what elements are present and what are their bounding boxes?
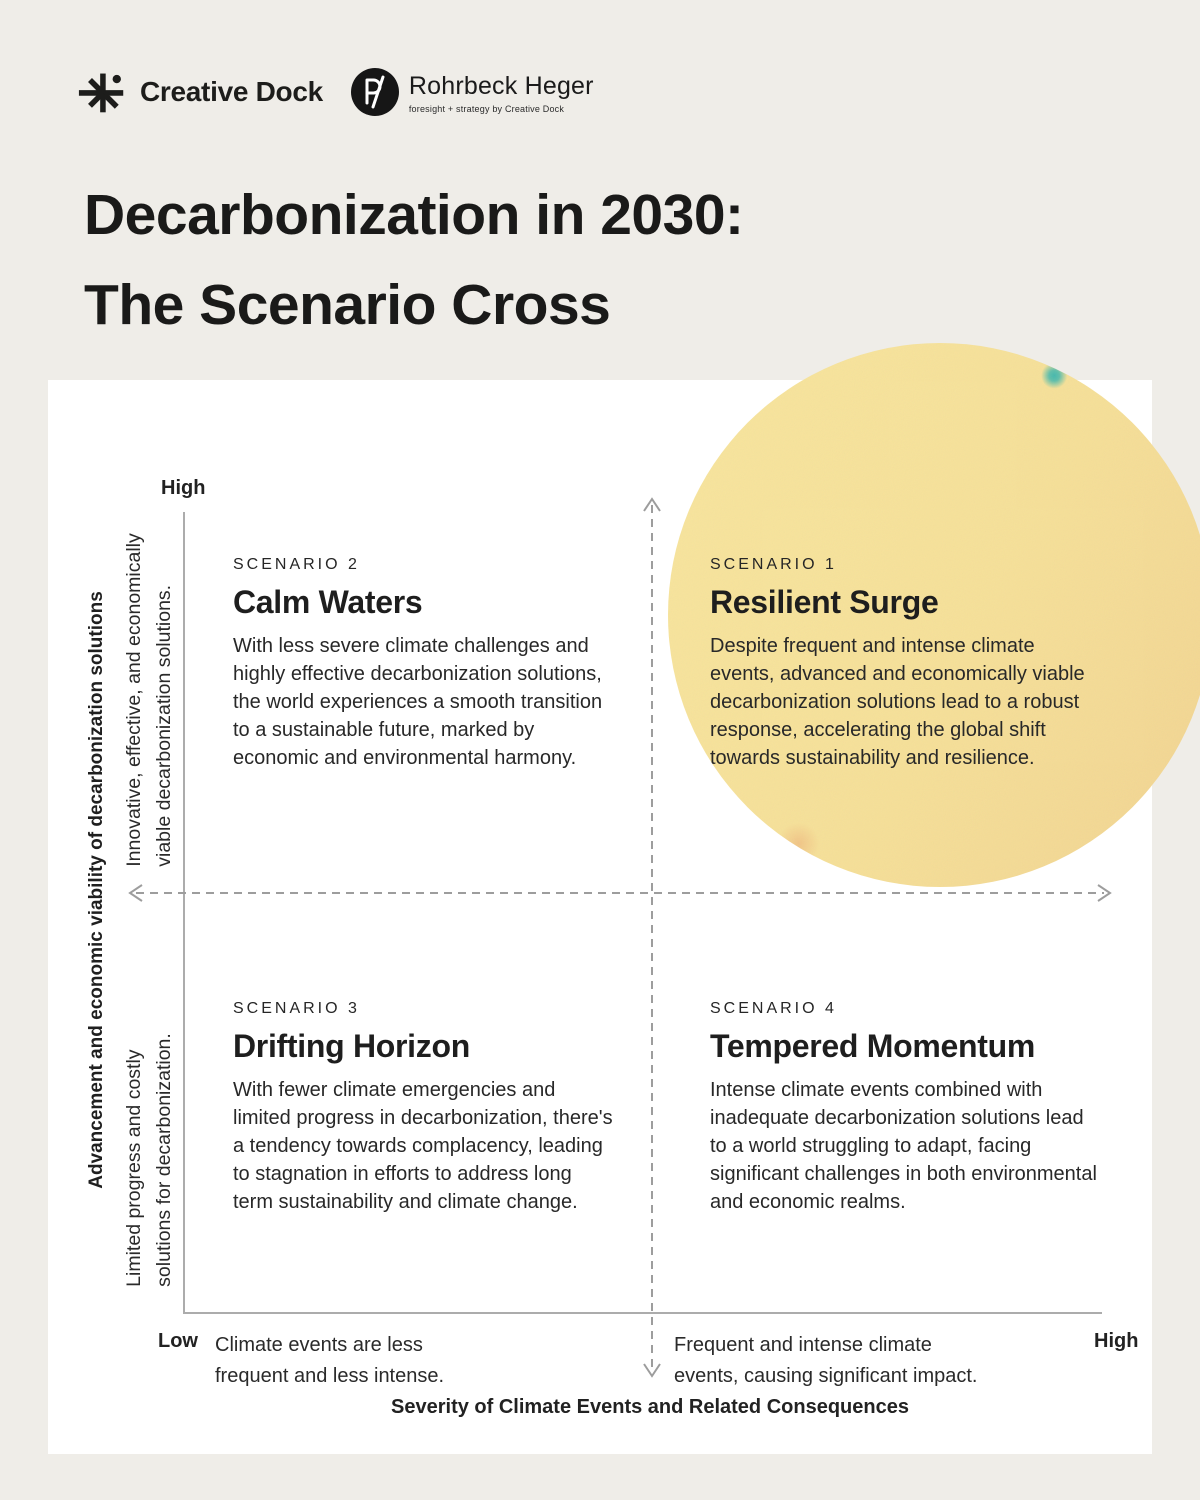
scenario-3-title: Drifting Horizon [233, 1028, 470, 1064]
y-axis-bottom-caption: Limited progress and costly solutions fo… [123, 1033, 175, 1287]
scenario-2-block: SCENARIO 2 Calm Waters With less severe … [233, 556, 653, 772]
scenario-1-body: Despite frequent and intense climate eve… [710, 635, 1085, 769]
asterisk-icon [78, 73, 124, 113]
page-title-line2: The Scenario Cross [84, 273, 611, 337]
page-title: Decarbonization in 2030: The Scenario Cr… [84, 170, 744, 350]
scenario-1-title: Resilient Surge [710, 584, 939, 620]
scenario-2-body: With less severe climate challenges and … [233, 635, 603, 769]
x-axis-right-caption: Frequent and intense climate events, cau… [674, 1334, 978, 1387]
rohrbeck-heger-wordmark: Rohrbeck Heger [408, 72, 594, 100]
scenario1-highlight-circle [668, 343, 1200, 887]
x-axis-left-caption: Climate events are less frequent and les… [215, 1334, 445, 1387]
y-axis-high-label: High [161, 477, 206, 499]
scenario-4-block: SCENARIO 4 Tempered Momentum Intense cli… [710, 1000, 1130, 1216]
rh-tagline: foresight + strategy by Creative Dock [408, 104, 565, 114]
scenario-4-tag: SCENARIO 4 [710, 1000, 837, 1017]
scenario-2-tag: SCENARIO 2 [233, 556, 360, 573]
scenario-2-title: Calm Waters [233, 584, 423, 620]
y-axis-top-caption: Innovative, effective, and economically … [123, 533, 175, 867]
scenario-3-body: With fewer climate emergencies and limit… [233, 1079, 613, 1213]
page-title-line1: Decarbonization in 2030: [84, 183, 744, 247]
grain-texture [668, 343, 1200, 887]
y-axis-label: Advancement and economic viability of de… [86, 591, 107, 1189]
scenario-4-body: Intense climate events combined with ina… [710, 1079, 1097, 1213]
rohrbeck-heger-logo: Rohrbeck Heger foresight + strategy by C… [350, 68, 594, 116]
rh-monogram-icon [350, 68, 399, 116]
scenario-1-tag: SCENARIO 1 [710, 556, 837, 573]
rh-text: Rohrbeck Heger foresight + strategy by C… [409, 68, 594, 114]
x-axis-high-label: High [1094, 1330, 1139, 1352]
x-axis-label: Severity of Climate Events and Related C… [391, 1396, 909, 1418]
creative-dock-logo: Creative Dock [78, 68, 323, 116]
creative-dock-wordmark: Creative Dock [140, 76, 323, 107]
header: Creative Dock Rohrbeck Heger foresight +… [78, 68, 594, 116]
scenario-3-block: SCENARIO 3 Drifting Horizon With fewer c… [233, 1000, 653, 1216]
scenario-3-tag: SCENARIO 3 [233, 1000, 360, 1017]
x-axis-low-label: Low [158, 1330, 198, 1352]
scenario-1-block: SCENARIO 1 Resilient Surge Despite frequ… [710, 556, 1130, 772]
scenario-4-title: Tempered Momentum [710, 1028, 1036, 1064]
